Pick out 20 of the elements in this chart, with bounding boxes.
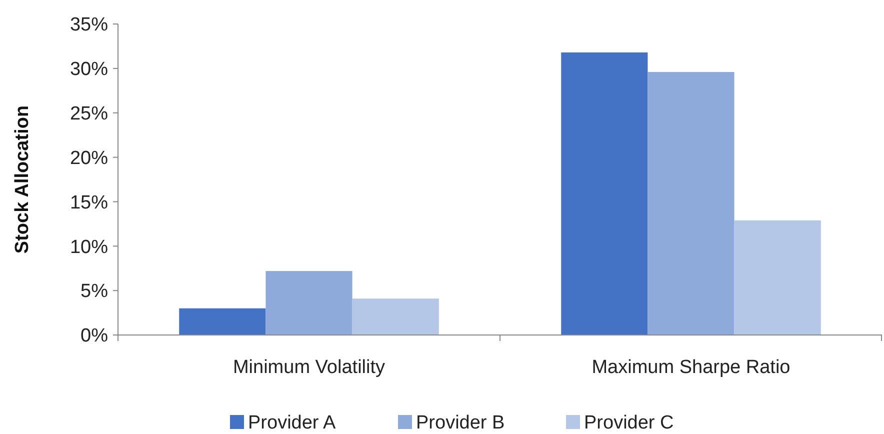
y-tick-label: 20%: [70, 148, 108, 169]
bar: [179, 308, 266, 335]
y-tick-label: 35%: [70, 14, 108, 36]
y-tick-label: 10%: [70, 236, 108, 258]
x-tick-label: Maximum Sharpe Ratio: [592, 357, 790, 378]
legend-label: Provider A: [248, 412, 336, 434]
legend-label: Provider C: [584, 412, 674, 434]
bar: [648, 72, 734, 335]
y-tick-label: 30%: [70, 59, 108, 80]
bar: [266, 271, 352, 335]
x-tick-label: Minimum Volatility: [232, 357, 386, 378]
y-tick-label: 0%: [80, 326, 108, 347]
bar: [352, 298, 439, 335]
bar: [734, 220, 821, 335]
y-tick-label: 15%: [70, 192, 108, 214]
y-tick-label: 5%: [80, 281, 108, 302]
bar: [561, 52, 648, 335]
y-axis-title: Stock Allocation: [12, 105, 33, 254]
y-tick-label: 25%: [70, 104, 108, 125]
legend-label: Provider B: [416, 412, 505, 434]
